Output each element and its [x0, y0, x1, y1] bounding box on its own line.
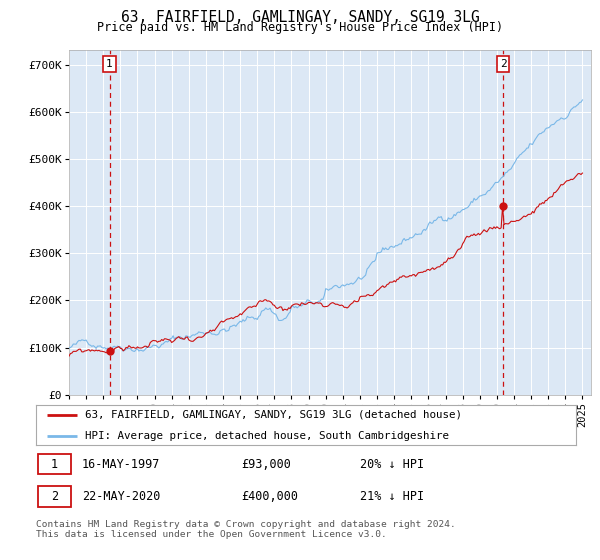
Text: £93,000: £93,000	[241, 458, 291, 470]
Text: £400,000: £400,000	[241, 490, 298, 503]
Text: Contains HM Land Registry data © Crown copyright and database right 2024.
This d: Contains HM Land Registry data © Crown c…	[36, 520, 456, 539]
Text: 2: 2	[51, 490, 58, 503]
Text: Price paid vs. HM Land Registry's House Price Index (HPI): Price paid vs. HM Land Registry's House …	[97, 21, 503, 34]
FancyBboxPatch shape	[38, 454, 71, 474]
Text: 2: 2	[500, 59, 506, 69]
Text: 1: 1	[106, 59, 113, 69]
Text: 63, FAIRFIELD, GAMLINGAY, SANDY, SG19 3LG (detached house): 63, FAIRFIELD, GAMLINGAY, SANDY, SG19 3L…	[85, 410, 461, 420]
Text: 22-MAY-2020: 22-MAY-2020	[82, 490, 160, 503]
Text: 16-MAY-1997: 16-MAY-1997	[82, 458, 160, 470]
FancyBboxPatch shape	[38, 487, 71, 507]
Text: 63, FAIRFIELD, GAMLINGAY, SANDY, SG19 3LG: 63, FAIRFIELD, GAMLINGAY, SANDY, SG19 3L…	[121, 10, 479, 25]
Text: 1: 1	[51, 458, 58, 470]
Text: 20% ↓ HPI: 20% ↓ HPI	[360, 458, 424, 470]
Text: 21% ↓ HPI: 21% ↓ HPI	[360, 490, 424, 503]
Text: HPI: Average price, detached house, South Cambridgeshire: HPI: Average price, detached house, Sout…	[85, 431, 449, 441]
